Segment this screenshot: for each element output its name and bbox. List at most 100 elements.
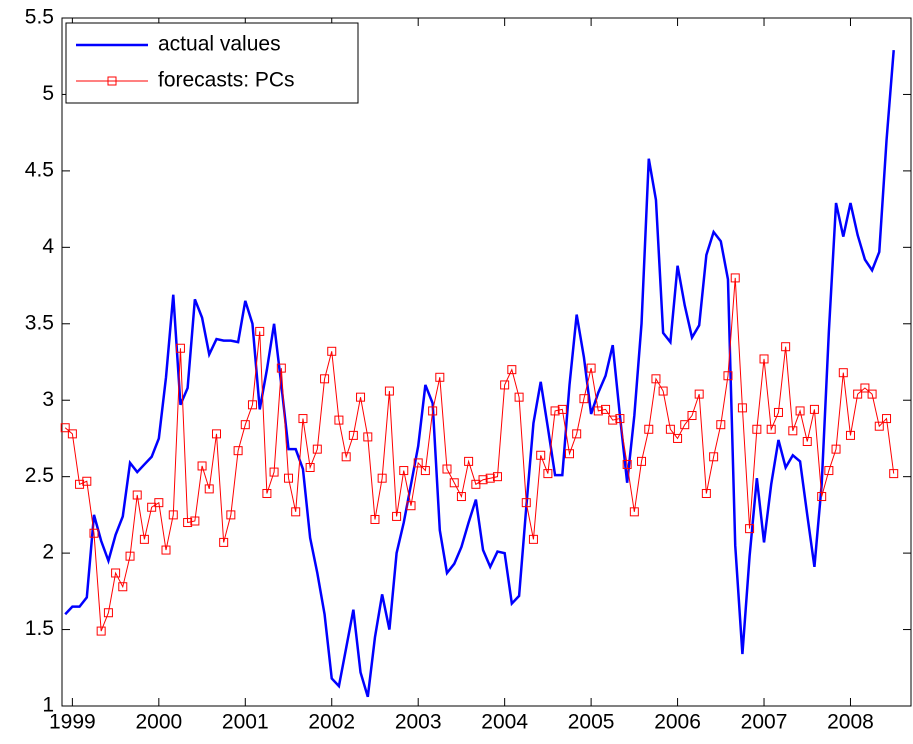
- marker: [356, 392, 366, 402]
- marker: [773, 407, 783, 417]
- marker: [103, 608, 113, 618]
- marker: [766, 424, 776, 434]
- marker: [384, 386, 394, 396]
- marker: [673, 433, 683, 443]
- legend-marker: [107, 76, 117, 86]
- marker: [233, 446, 243, 456]
- marker: [197, 461, 207, 471]
- marker: [139, 534, 149, 544]
- marker: [478, 475, 488, 485]
- y-tick-label: 4: [42, 235, 54, 258]
- x-tick-label: 2002: [308, 711, 355, 734]
- marker: [406, 501, 416, 511]
- marker: [687, 411, 697, 421]
- marker: [709, 452, 719, 462]
- marker: [845, 430, 855, 440]
- marker: [492, 472, 502, 482]
- marker: [601, 404, 611, 414]
- marker: [860, 383, 870, 393]
- marker: [399, 466, 409, 476]
- marker: [168, 510, 178, 520]
- marker: [420, 466, 430, 476]
- marker: [528, 534, 538, 544]
- marker: [456, 492, 466, 502]
- marker: [269, 467, 279, 477]
- marker: [802, 437, 812, 447]
- marker: [781, 342, 791, 352]
- legend-label: forecasts: PCs: [158, 69, 295, 92]
- marker: [889, 469, 899, 479]
- marker: [161, 545, 171, 555]
- marker: [111, 568, 121, 578]
- y-tick-label: 4.5: [25, 158, 54, 181]
- marker: [536, 450, 546, 460]
- marker: [147, 502, 157, 512]
- marker: [341, 452, 351, 462]
- marker: [298, 414, 308, 424]
- marker: [435, 372, 445, 382]
- y-tick-label: 3: [42, 388, 54, 411]
- marker: [118, 582, 128, 592]
- y-tick-label: 2: [42, 541, 54, 564]
- legend: [65, 22, 359, 104]
- marker: [284, 473, 294, 483]
- y-tick-label: 1: [42, 694, 54, 717]
- y-tick-label: 1.5: [25, 617, 54, 640]
- marker: [305, 462, 315, 472]
- plot-area: [61, 17, 912, 707]
- marker: [680, 420, 690, 430]
- marker: [370, 514, 380, 524]
- marker: [716, 420, 726, 430]
- marker: [363, 432, 373, 442]
- marker: [132, 490, 142, 500]
- marker: [89, 528, 99, 538]
- marker: [752, 424, 762, 434]
- marker: [572, 429, 582, 439]
- marker: [824, 466, 834, 476]
- series-line: [64, 50, 895, 698]
- marker: [637, 456, 647, 466]
- marker: [175, 343, 185, 353]
- marker: [334, 415, 344, 425]
- marker: [853, 389, 863, 399]
- marker: [795, 406, 805, 416]
- marker: [550, 406, 560, 416]
- marker: [500, 380, 510, 390]
- marker: [694, 389, 704, 399]
- marker: [564, 449, 574, 459]
- marker: [75, 479, 85, 489]
- y-tick-label: 3.5: [25, 311, 54, 334]
- marker: [882, 414, 892, 424]
- marker: [82, 476, 92, 486]
- marker: [586, 363, 596, 373]
- marker: [190, 516, 200, 526]
- marker: [320, 374, 330, 384]
- marker: [658, 386, 668, 396]
- marker: [312, 444, 322, 454]
- marker: [226, 510, 236, 520]
- marker: [327, 346, 337, 356]
- marker: [831, 444, 841, 454]
- marker: [817, 492, 827, 502]
- marker: [428, 406, 438, 416]
- marker: [701, 488, 711, 498]
- marker: [759, 354, 769, 364]
- x-tick-label: 2004: [481, 711, 528, 734]
- marker: [442, 464, 452, 474]
- marker: [413, 458, 423, 468]
- x-tick-label: 2001: [222, 711, 269, 734]
- marker: [96, 626, 106, 636]
- x-tick-label: 1999: [49, 711, 96, 734]
- marker: [262, 488, 272, 498]
- marker: [665, 424, 675, 434]
- marker: [154, 498, 164, 508]
- marker: [471, 479, 481, 489]
- marker: [514, 392, 524, 402]
- marker: [838, 368, 848, 378]
- marker: [644, 424, 654, 434]
- marker: [219, 537, 229, 547]
- marker: [543, 469, 553, 479]
- marker: [377, 473, 387, 483]
- marker: [204, 484, 214, 494]
